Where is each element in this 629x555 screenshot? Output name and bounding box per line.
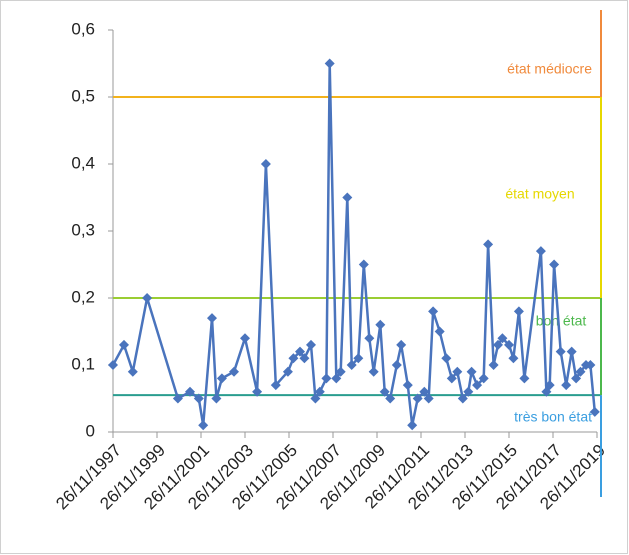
marker: [324, 58, 335, 69]
marker: [428, 306, 439, 317]
marker: [207, 313, 217, 324]
marker: [457, 393, 468, 404]
marker: [535, 246, 546, 257]
marker: [585, 360, 596, 370]
marker: [504, 339, 514, 350]
marker: [463, 386, 474, 397]
zone-label: bon état: [536, 313, 587, 329]
marker: [306, 339, 316, 350]
marker: [483, 239, 494, 250]
marker: [472, 380, 483, 391]
marker: [358, 259, 369, 270]
y-tick-label: 0,5: [71, 86, 95, 105]
marker: [561, 380, 572, 391]
marker: [446, 373, 457, 384]
marker: [493, 339, 503, 350]
marker: [575, 366, 586, 377]
marker: [379, 386, 390, 397]
marker: [270, 380, 281, 391]
marker: [295, 346, 305, 357]
marker: [260, 159, 271, 169]
marker: [342, 192, 353, 203]
zone-label: état médiocre: [507, 61, 592, 77]
marker: [142, 293, 153, 303]
marker: [375, 319, 386, 330]
marker: [119, 339, 129, 350]
marker: [108, 360, 118, 370]
y-tick-label: 0,6: [71, 19, 95, 38]
marker: [321, 373, 332, 384]
marker: [488, 360, 499, 370]
marker: [198, 420, 209, 431]
marker: [127, 366, 138, 377]
marker: [566, 346, 577, 357]
zone-label: très bon état: [514, 409, 592, 425]
marker: [282, 366, 293, 377]
marker: [402, 380, 413, 391]
marker: [314, 386, 325, 397]
marker: [441, 353, 452, 364]
marker: [216, 373, 227, 384]
marker: [252, 386, 263, 397]
marker: [288, 353, 299, 364]
marker: [185, 386, 195, 397]
marker: [353, 353, 364, 364]
marker: [452, 366, 463, 377]
marker: [364, 333, 375, 344]
marker: [423, 393, 434, 404]
marker: [508, 353, 519, 364]
marker: [549, 259, 560, 270]
marker: [368, 366, 379, 377]
marker: [172, 393, 183, 404]
marker: [497, 333, 508, 344]
marker: [519, 373, 530, 384]
marker: [513, 306, 524, 317]
marker: [193, 393, 204, 404]
marker: [544, 380, 555, 391]
marker: [310, 393, 321, 404]
marker: [396, 339, 407, 350]
marker: [331, 373, 342, 384]
marker: [555, 346, 566, 357]
marker: [229, 366, 239, 377]
marker: [407, 420, 418, 431]
marker: [385, 393, 396, 404]
y-tick-label: 0: [86, 421, 95, 440]
marker: [434, 326, 445, 337]
marker: [589, 406, 600, 417]
marker: [240, 333, 250, 344]
marker: [412, 393, 423, 404]
y-tick-label: 0,1: [71, 354, 95, 373]
marker: [335, 366, 346, 377]
marker: [466, 366, 477, 377]
marker: [211, 393, 222, 404]
zone-label: état moyen: [505, 186, 574, 202]
marker: [391, 360, 402, 370]
marker: [419, 386, 430, 397]
y-tick-label: 0,3: [71, 220, 95, 239]
y-tick-label: 0,2: [71, 287, 95, 306]
marker: [478, 373, 489, 384]
marker: [299, 353, 310, 364]
y-tick-label: 0,4: [71, 153, 95, 172]
marker: [571, 373, 582, 384]
marker: [346, 360, 357, 370]
